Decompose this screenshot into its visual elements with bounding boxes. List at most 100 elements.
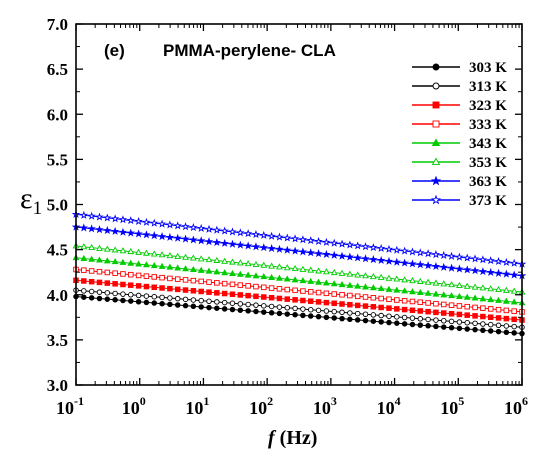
legend-marker: [431, 157, 441, 166]
data-point: [409, 321, 416, 328]
data-point: [268, 294, 275, 301]
data-point: [244, 260, 252, 267]
data-point: [385, 285, 393, 292]
data-point: [354, 302, 361, 309]
data-point: [245, 308, 251, 314]
data-point: [182, 296, 189, 303]
data-point: [259, 243, 269, 252]
data-point: [423, 249, 433, 258]
data-point: [81, 267, 87, 273]
data-point: [143, 299, 150, 306]
x-axis-title: f (Hz): [268, 427, 317, 449]
data-point: [370, 304, 377, 310]
data-point: [315, 307, 322, 314]
data-point: [174, 264, 182, 271]
data-point: [464, 326, 470, 332]
data-point: [378, 304, 384, 311]
chart-title: PMMA-perylene- CLA: [163, 41, 336, 60]
data-point: [197, 255, 205, 262]
data-point: [167, 285, 173, 292]
data-point: [198, 278, 204, 285]
data-point: [511, 308, 517, 314]
data-point: [307, 298, 314, 304]
data-point: [284, 305, 291, 311]
data-point: [346, 281, 354, 288]
data-point: [417, 322, 424, 328]
x-tick-label: 104: [377, 394, 401, 418]
data-point: [377, 284, 385, 292]
data-point: [510, 298, 518, 305]
data-point: [315, 299, 322, 305]
data-point: [221, 299, 228, 306]
data-point: [448, 324, 455, 331]
data-point: [439, 250, 448, 259]
data-point: [480, 327, 486, 334]
data-point: [95, 212, 104, 221]
data-point: [268, 273, 276, 280]
data-point: [88, 255, 96, 262]
data-point: [120, 291, 126, 297]
x-tick-label: 102: [249, 394, 273, 418]
legend-label: 303 K: [469, 60, 507, 76]
data-point: [120, 297, 126, 304]
data-point: [386, 319, 392, 326]
data-point: [261, 303, 267, 309]
data-point: [502, 297, 510, 304]
data-point: [416, 288, 424, 295]
data-point: [118, 227, 128, 236]
data-point: [417, 299, 424, 305]
legend-label: 313 K: [469, 79, 507, 95]
data-point: [495, 285, 502, 293]
data-point: [495, 322, 502, 329]
data-point: [338, 269, 346, 276]
data-point: [495, 296, 502, 303]
y-axis-title: ε1: [20, 182, 42, 219]
data-point: [220, 238, 229, 247]
data-point: [480, 305, 486, 311]
data-point: [267, 231, 276, 240]
data-point: [299, 265, 307, 272]
data-point: [503, 329, 510, 336]
data-point: [347, 292, 353, 299]
data-point: [354, 282, 362, 289]
data-point: [151, 284, 157, 291]
data-point: [197, 266, 205, 273]
data-point: [212, 225, 222, 234]
data-point: [253, 293, 259, 300]
data-point: [205, 256, 213, 263]
data-point: [339, 309, 345, 316]
data-point: [487, 314, 494, 320]
data-point: [495, 328, 502, 335]
data-point: [276, 304, 283, 310]
data-point: [103, 213, 112, 222]
data-point: [292, 311, 298, 318]
data-point: [268, 262, 276, 269]
data-point: [487, 296, 495, 303]
data-point: [433, 323, 439, 330]
data-point: [158, 251, 166, 258]
data-point: [214, 299, 220, 305]
data-point: [464, 312, 470, 318]
data-point: [182, 253, 189, 260]
data-point: [424, 289, 432, 296]
data-point: [159, 294, 165, 301]
legend-label: 333 K: [469, 117, 507, 133]
series-line: [75, 279, 523, 321]
data-point: [370, 318, 377, 324]
data-point: [206, 304, 212, 311]
data-point: [456, 311, 463, 318]
data-point: [401, 276, 409, 283]
data-point: [394, 297, 400, 303]
data-point: [110, 226, 120, 235]
data-point: [189, 235, 198, 244]
data-point: [509, 270, 519, 279]
data-point: [228, 227, 237, 236]
data-point: [441, 310, 447, 316]
data-point: [221, 257, 229, 264]
data-point: [408, 259, 417, 268]
data-point: [378, 312, 384, 319]
data-point: [143, 261, 150, 268]
series-layer: [71, 209, 527, 337]
data-point: [480, 321, 486, 327]
x-tick-label: 106: [504, 394, 528, 418]
